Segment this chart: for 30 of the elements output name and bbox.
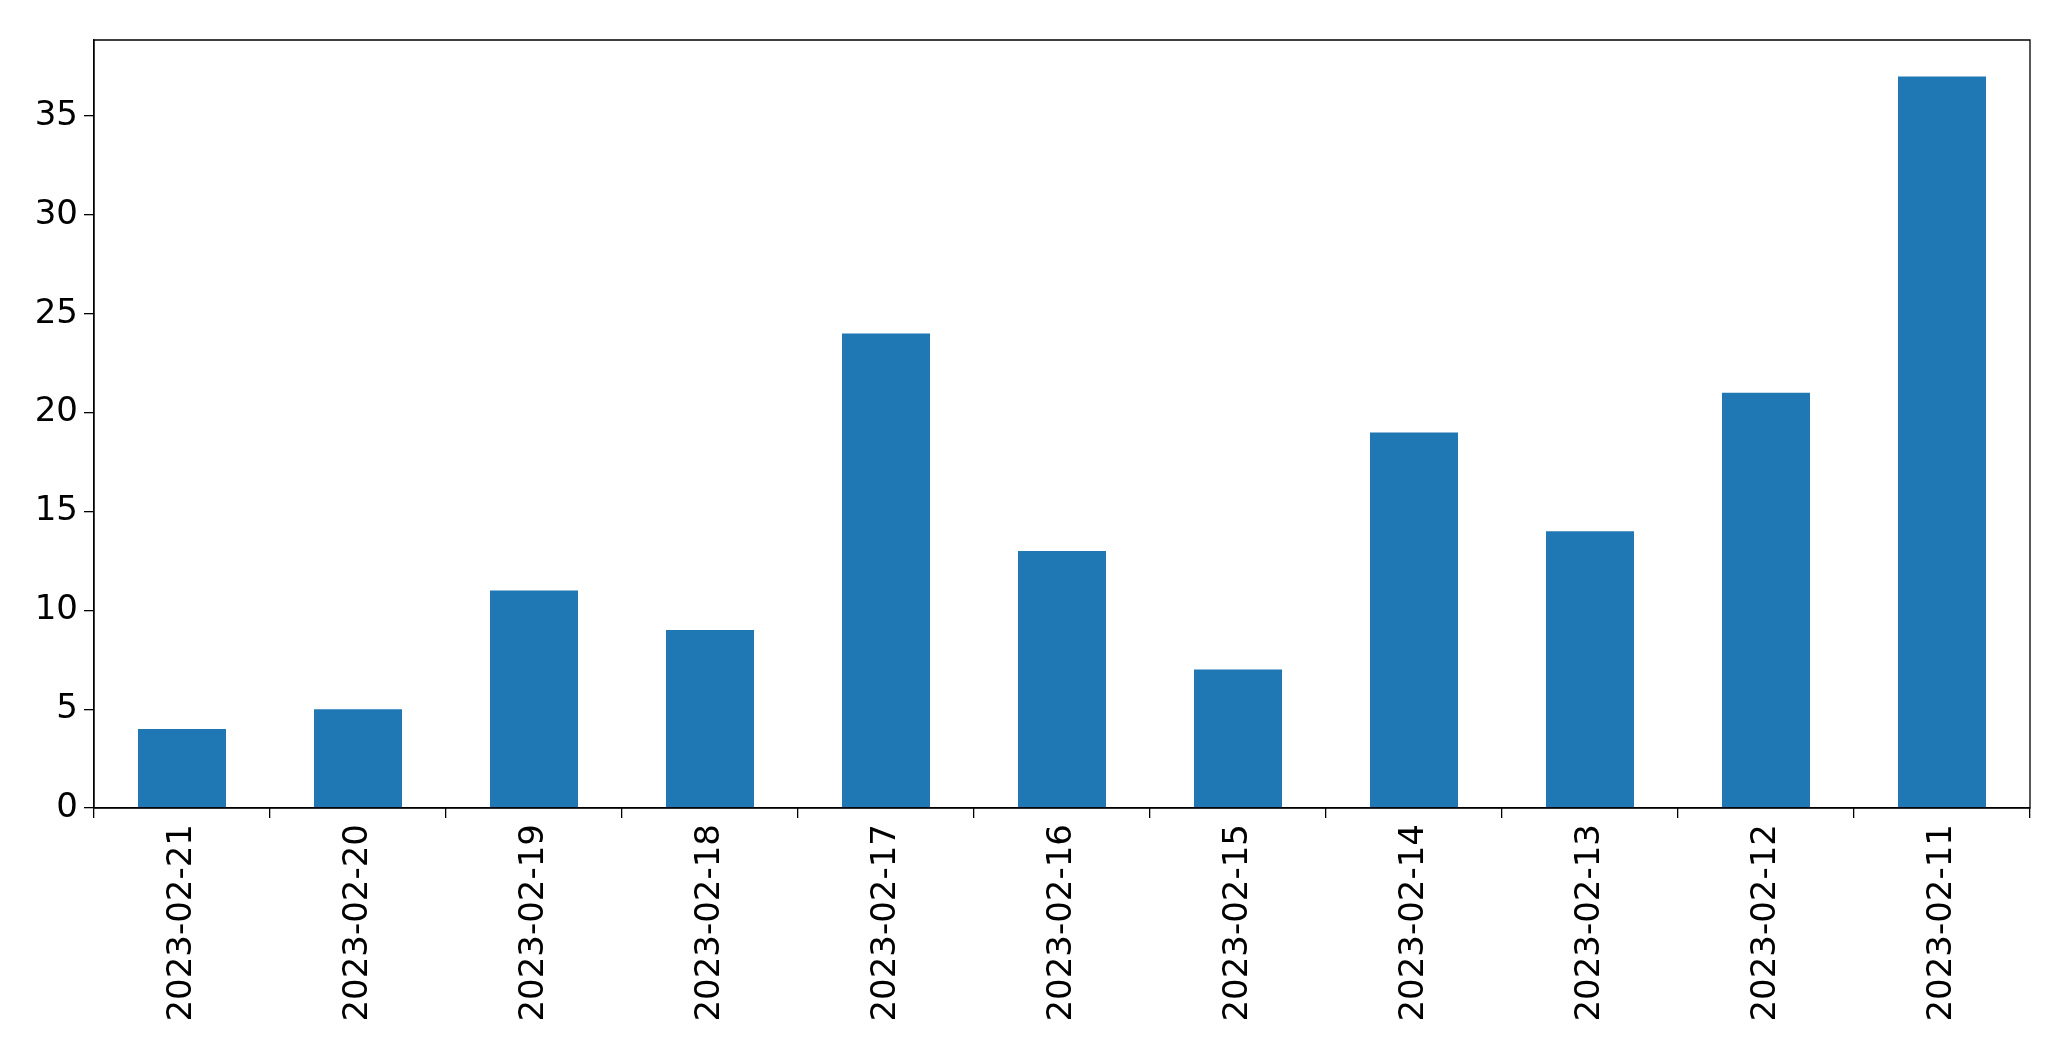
bar bbox=[666, 630, 754, 808]
bar bbox=[490, 590, 578, 808]
y-tick-label: 15 bbox=[34, 488, 78, 529]
bar bbox=[1194, 669, 1282, 808]
bar bbox=[314, 709, 402, 808]
bar bbox=[138, 728, 226, 808]
x-tick-label: 2023-02-19 bbox=[510, 824, 551, 1022]
bar bbox=[1018, 551, 1106, 808]
x-tick-label: 2023-02-13 bbox=[1566, 824, 1607, 1022]
y-tick-label: 10 bbox=[34, 587, 78, 628]
y-tick-label: 20 bbox=[34, 389, 78, 430]
y-tick-label: 30 bbox=[34, 191, 78, 232]
y-tick-label: 25 bbox=[34, 290, 78, 331]
x-tick-label: 2023-02-17 bbox=[862, 824, 903, 1022]
x-tick-label: 2023-02-15 bbox=[1214, 824, 1255, 1022]
bar bbox=[1370, 432, 1458, 808]
x-tick-label: 2023-02-11 bbox=[1918, 824, 1959, 1022]
bar bbox=[1898, 76, 1986, 808]
bar bbox=[1546, 531, 1634, 808]
bar bbox=[1722, 392, 1810, 808]
x-tick-label: 2023-02-18 bbox=[686, 824, 727, 1022]
x-tick-label: 2023-02-12 bbox=[1742, 824, 1783, 1022]
x-tick-label: 2023-02-21 bbox=[158, 824, 199, 1022]
x-tick-label: 2023-02-20 bbox=[334, 824, 375, 1022]
x-tick-label: 2023-02-16 bbox=[1038, 824, 1079, 1022]
x-tick-label: 2023-02-14 bbox=[1390, 824, 1431, 1022]
y-tick-label: 35 bbox=[34, 92, 78, 133]
y-tick-label: 0 bbox=[56, 784, 78, 825]
bar bbox=[842, 333, 930, 808]
y-tick-label: 5 bbox=[56, 685, 78, 726]
